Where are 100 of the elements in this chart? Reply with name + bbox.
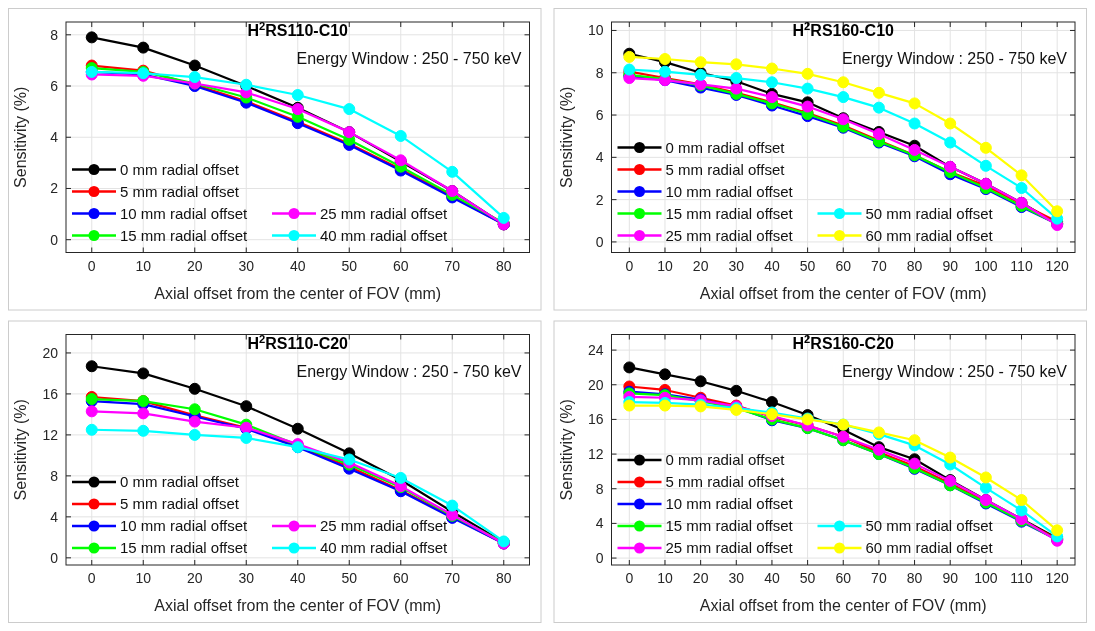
legend-label: 15 mm radial offset [665, 204, 794, 222]
legend-label: 10 mm radial offset [665, 182, 794, 200]
x-tick-label: 70 [444, 570, 461, 586]
x-tick-label: 0 [87, 257, 96, 274]
x-tick-label: 100 [974, 570, 998, 586]
x-tick-label: 30 [728, 257, 745, 274]
annotation: Energy Window : 250 - 750 keV [841, 362, 1068, 380]
y-tick-label: 24 [587, 342, 604, 358]
x-tick-label: 70 [871, 570, 887, 586]
chart-title: H$^{2}$RS110-C10 [247, 20, 349, 39]
legend-label: 10 mm radial offset [120, 204, 249, 222]
x-tick-label: 40 [289, 257, 306, 274]
legend-label: 5 mm radial offset [665, 473, 786, 491]
x-tick-label: 20 [692, 570, 709, 586]
y-tick-label: 8 [595, 64, 604, 81]
x-tick-label: 20 [692, 257, 709, 274]
legend-label: 25 mm radial offset [320, 517, 449, 535]
legend-label: 25 mm radial offset [665, 539, 794, 557]
legend-label: 15 mm radial offset [120, 226, 249, 244]
y-tick-label: 10 [587, 22, 604, 39]
x-tick-label: 90 [942, 257, 959, 274]
x-tick-label: 10 [135, 257, 152, 274]
y-tick-label: 20 [42, 344, 59, 361]
chart-title: H$^{2}$RS160-C20 [792, 332, 895, 352]
y-axis-title: Sensitivity (%) [12, 399, 29, 501]
y-tick-label: 8 [50, 467, 59, 484]
y-tick-label: 0 [595, 233, 604, 250]
legend-label: 40 mm radial offset [320, 539, 449, 557]
x-tick-label: 40 [289, 570, 306, 586]
legend-label: 50 mm radial offset [865, 517, 994, 535]
x-tick-label: 80 [906, 257, 923, 274]
y-tick-label: 4 [50, 129, 59, 146]
x-tick-label: 10 [657, 257, 673, 274]
x-tick-label: 40 [764, 570, 780, 586]
y-tick-label: 6 [50, 77, 59, 94]
x-tick-label: 110 [1010, 257, 1033, 274]
x-tick-label: 20 [186, 570, 203, 586]
x-tick-label: 80 [495, 257, 512, 274]
annotation: Energy Window : 250 - 750 keV [296, 362, 522, 380]
legend-label: 40 mm radial offset [320, 226, 449, 244]
legend-label: 60 mm radial offset [865, 226, 994, 244]
legend-label: 50 mm radial offset [865, 204, 994, 222]
y-tick-label: 8 [50, 26, 59, 43]
x-axis-title: Axial offset from the center of FOV (mm) [154, 597, 442, 614]
x-tick-label: 100 [974, 257, 998, 274]
legend-label: 5 mm radial offset [120, 495, 240, 513]
x-tick-label: 120 [1045, 570, 1070, 586]
legend-label: 15 mm radial offset [665, 517, 794, 535]
legend-label: 15 mm radial offset [120, 539, 249, 557]
chart-title: H$^{2}$RS160-C10 [792, 20, 895, 39]
x-tick-label: 10 [135, 570, 152, 586]
x-tick-label: 60 [835, 570, 852, 586]
legend-label: 10 mm radial offset [120, 517, 249, 535]
x-tick-label: 30 [238, 257, 255, 274]
x-tick-label: 0 [625, 257, 634, 274]
x-tick-label: 120 [1045, 257, 1070, 274]
x-tick-label: 70 [444, 257, 461, 274]
y-tick-label: 12 [42, 426, 59, 443]
legend-label: 0 mm radial offset [120, 160, 240, 178]
y-tick-label: 12 [587, 445, 604, 462]
x-tick-label: 10 [657, 570, 673, 586]
y-tick-label: 16 [42, 385, 59, 402]
x-tick-label: 50 [341, 570, 358, 586]
x-tick-label: 80 [495, 570, 512, 586]
x-tick-label: 60 [392, 257, 409, 274]
x-tick-label: 110 [1010, 570, 1033, 586]
y-tick-label: 2 [50, 180, 59, 197]
y-tick-label: 8 [595, 480, 604, 497]
x-tick-label: 60 [392, 570, 409, 586]
y-tick-label: 4 [595, 515, 604, 532]
legend-label: 25 mm radial offset [320, 204, 449, 222]
y-tick-label: 4 [50, 508, 59, 525]
x-axis-title: Axial offset from the center of FOV (mm) [699, 597, 987, 614]
y-axis-title: Sensitivity (%) [557, 86, 575, 188]
y-tick-label: 4 [595, 149, 604, 166]
x-tick-label: 30 [728, 570, 745, 586]
x-tick-label: 80 [906, 570, 923, 586]
y-tick-label: 0 [595, 549, 604, 566]
x-tick-label: 40 [764, 257, 780, 274]
x-tick-label: 20 [186, 257, 203, 274]
x-tick-label: 90 [942, 570, 959, 586]
y-tick-label: 0 [50, 549, 59, 566]
annotation: Energy Window : 250 - 750 keV [296, 50, 522, 67]
legend-label: 60 mm radial offset [865, 539, 994, 557]
legend-label: 25 mm radial offset [665, 226, 794, 244]
x-tick-label: 0 [625, 570, 634, 586]
y-tick-label: 0 [50, 231, 59, 248]
x-tick-label: 30 [238, 570, 255, 586]
x-tick-label: 0 [87, 570, 96, 586]
y-tick-label: 6 [595, 106, 604, 123]
x-tick-label: 70 [871, 257, 887, 274]
y-axis-title: Sensitivity (%) [557, 399, 575, 501]
legend-label: 0 mm radial offset [665, 138, 786, 156]
legend-label: 5 mm radial offset [120, 182, 240, 200]
y-tick-label: 2 [595, 191, 604, 208]
legend-label: 5 mm radial offset [665, 160, 786, 178]
annotation: Energy Window : 250 - 750 keV [841, 50, 1068, 67]
chart-title: H$^{2}$RS110-C20 [247, 332, 349, 352]
legend-label: 0 mm radial offset [120, 473, 240, 491]
x-tick-label: 50 [799, 570, 816, 586]
